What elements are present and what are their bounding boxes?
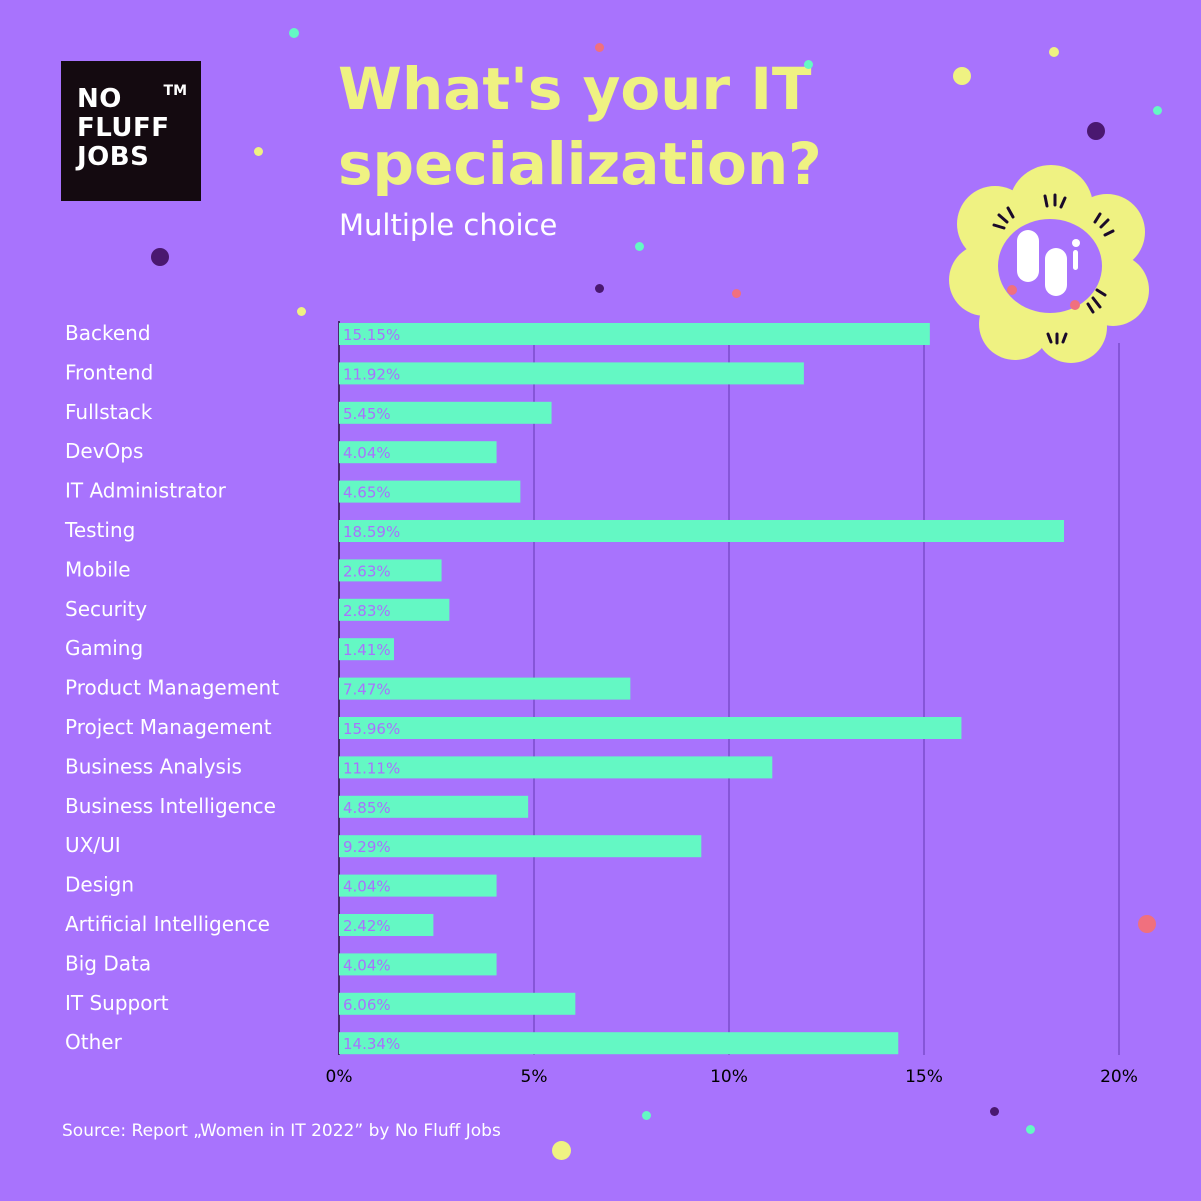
category-label: Big Data (65, 951, 151, 975)
logo: NO FLUFF JOBS TM (61, 61, 201, 201)
category-label: Product Management (65, 676, 279, 700)
category-label: Business Analysis (65, 754, 242, 778)
data-label: 1.41% (343, 641, 391, 659)
decor-dot (552, 1141, 571, 1160)
bar (339, 914, 434, 936)
bar (339, 559, 442, 582)
category-label: Gaming (65, 636, 143, 660)
data-label: 2.42% (343, 917, 391, 935)
data-label: 4.65% (343, 484, 391, 502)
data-label: 2.83% (343, 602, 391, 620)
subtitle: Multiple choice (339, 208, 558, 242)
category-label: Security (65, 597, 147, 621)
data-label: 4.85% (343, 799, 391, 817)
data-label: 15.96% (343, 720, 400, 738)
bar (339, 401, 552, 424)
data-label: 5.45% (343, 405, 391, 423)
bar (339, 717, 962, 739)
data-label: 4.04% (343, 444, 391, 462)
logo-text: NO FLUFF JOBS (77, 84, 170, 172)
category-label: UX/UI (65, 833, 121, 857)
data-label: 2.63% (343, 562, 391, 580)
data-label: 11.92% (343, 365, 400, 383)
category-label: Mobile (65, 557, 131, 581)
decor-dot (595, 43, 604, 52)
bar (339, 441, 497, 464)
decor-dot (804, 60, 813, 69)
flower-mascot-icon (949, 165, 1149, 363)
decor-dot (595, 284, 604, 293)
decor-dot (990, 1107, 999, 1116)
x-tick-label: 0% (326, 1067, 353, 1087)
x-tick-label: 5% (521, 1067, 548, 1087)
bar (339, 756, 773, 779)
decor-dot (732, 289, 741, 298)
category-label: Business Intelligence (65, 794, 276, 818)
data-label: 4.04% (343, 878, 391, 896)
bar (339, 520, 1065, 542)
bar (339, 638, 394, 661)
bar (339, 795, 529, 818)
category-label: Other (65, 1030, 123, 1054)
category-label: Fullstack (65, 400, 153, 424)
trademark: TM (163, 83, 187, 99)
data-label: 15.15% (343, 326, 400, 344)
bar (339, 677, 631, 700)
category-label: Project Management (65, 715, 272, 739)
decor-dot (642, 1111, 651, 1120)
data-label: 14.34% (343, 1035, 400, 1053)
decor-dot (151, 248, 169, 266)
bar (339, 953, 497, 976)
page-title: What's your IT specialization? (338, 55, 822, 198)
decor-dot (1049, 47, 1059, 57)
source-note: Source: Report „Women in IT 2022” by No … (62, 1121, 501, 1141)
decor-dot (297, 307, 306, 316)
bar (339, 323, 930, 345)
bar (339, 480, 521, 503)
x-tick-label: 15% (905, 1067, 943, 1087)
data-label: 9.29% (343, 838, 391, 856)
decor-dot (254, 147, 263, 156)
category-label: Frontend (65, 360, 153, 384)
bar (339, 992, 576, 1015)
decor-dot (1087, 122, 1105, 140)
data-label: 11.11% (343, 759, 400, 777)
decor-dot (1138, 915, 1156, 933)
category-label: Testing (64, 518, 135, 542)
bar (339, 362, 804, 385)
x-tick-label: 10% (710, 1067, 748, 1087)
decor-dot (289, 28, 299, 38)
bar (339, 1032, 899, 1055)
category-label: Backend (65, 321, 151, 345)
bar (339, 874, 497, 897)
x-tick-label: 20% (1100, 1067, 1138, 1087)
category-label: IT Support (65, 991, 169, 1015)
category-label: IT Administrator (65, 479, 227, 503)
category-label: Design (65, 873, 134, 897)
decor-dot (953, 67, 971, 85)
decor-dot (1026, 1125, 1035, 1134)
bar (339, 598, 450, 621)
data-label: 6.06% (343, 996, 391, 1014)
data-label: 4.04% (343, 956, 391, 974)
bar (339, 835, 702, 858)
category-label: DevOps (65, 439, 143, 463)
data-label: 18.59% (343, 523, 400, 541)
decor-dot (635, 242, 644, 251)
decor-dot (1153, 106, 1162, 115)
data-label: 7.47% (343, 681, 391, 699)
category-label: Artificial Intelligence (65, 912, 270, 936)
